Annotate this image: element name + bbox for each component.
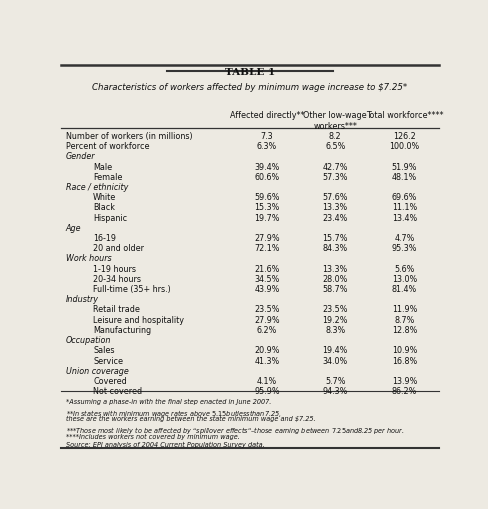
- Text: 94.3%: 94.3%: [323, 386, 348, 395]
- Text: Occupation: Occupation: [65, 335, 111, 345]
- Text: 6.5%: 6.5%: [325, 142, 346, 151]
- Text: TABLE 1: TABLE 1: [225, 68, 275, 77]
- Text: Black: Black: [93, 203, 115, 212]
- Text: 95.9%: 95.9%: [254, 386, 280, 395]
- Text: ***Those most likely to be affected by “spillover effects”–those earning between: ***Those most likely to be affected by “…: [65, 424, 405, 435]
- Text: 57.3%: 57.3%: [323, 173, 348, 181]
- Text: Male: Male: [93, 162, 112, 171]
- Text: 48.1%: 48.1%: [392, 173, 417, 181]
- Text: 126.2: 126.2: [393, 132, 416, 140]
- Text: Other low-wage
workers***: Other low-wage workers***: [304, 111, 367, 131]
- Text: Affected directly**: Affected directly**: [230, 111, 305, 120]
- Text: 16.8%: 16.8%: [392, 356, 417, 365]
- Text: 13.9%: 13.9%: [392, 376, 417, 385]
- Text: Service: Service: [93, 356, 123, 365]
- Text: *Assuming a phase-in with the final step enacted in June 2007.: *Assuming a phase-in with the final step…: [65, 398, 271, 404]
- Text: 84.3%: 84.3%: [323, 244, 348, 252]
- Text: 100.0%: 100.0%: [389, 142, 420, 151]
- Text: Retail trade: Retail trade: [93, 305, 140, 314]
- Text: 60.6%: 60.6%: [255, 173, 280, 181]
- Text: 8.2: 8.2: [329, 132, 342, 140]
- Text: 39.4%: 39.4%: [254, 162, 280, 171]
- Text: Covered: Covered: [93, 376, 127, 385]
- Text: 23.5%: 23.5%: [323, 305, 348, 314]
- Text: Full-time (35+ hrs.): Full-time (35+ hrs.): [93, 285, 171, 294]
- Text: 13.4%: 13.4%: [392, 213, 417, 222]
- Text: Female: Female: [93, 173, 122, 181]
- Text: 21.6%: 21.6%: [254, 264, 280, 273]
- Text: Source: EPI analysis of 2004 Current Population Survey data.: Source: EPI analysis of 2004 Current Pop…: [65, 441, 264, 447]
- Text: 59.6%: 59.6%: [254, 193, 280, 202]
- Text: Leisure and hospitality: Leisure and hospitality: [93, 315, 184, 324]
- Text: 6.3%: 6.3%: [257, 142, 277, 151]
- Text: 19.4%: 19.4%: [323, 346, 348, 355]
- Text: 42.7%: 42.7%: [323, 162, 348, 171]
- Text: 81.4%: 81.4%: [392, 285, 417, 294]
- Text: Not covered: Not covered: [93, 386, 142, 395]
- Text: 23.4%: 23.4%: [323, 213, 348, 222]
- Text: 58.7%: 58.7%: [323, 285, 348, 294]
- Text: 86.2%: 86.2%: [392, 386, 417, 395]
- Text: 20 and older: 20 and older: [93, 244, 144, 252]
- Text: ****Includes workers not covered by minimum wage.: ****Includes workers not covered by mini…: [65, 433, 240, 439]
- Text: 16-19: 16-19: [93, 234, 116, 242]
- Text: 27.9%: 27.9%: [254, 315, 280, 324]
- Text: 19.7%: 19.7%: [254, 213, 280, 222]
- Text: 28.0%: 28.0%: [323, 274, 348, 284]
- Text: **In states with minimum wage rates above $5.15 but less than $7.25,: **In states with minimum wage rates abov…: [65, 407, 281, 418]
- Text: 10.9%: 10.9%: [392, 346, 417, 355]
- Text: 7.3: 7.3: [261, 132, 273, 140]
- Text: Hispanic: Hispanic: [93, 213, 127, 222]
- Text: 51.9%: 51.9%: [392, 162, 417, 171]
- Text: 27.9%: 27.9%: [254, 234, 280, 242]
- Text: Gender: Gender: [65, 152, 95, 161]
- Text: 11.9%: 11.9%: [392, 305, 417, 314]
- Text: Number of workers (in millions): Number of workers (in millions): [65, 132, 192, 140]
- Text: Union coverage: Union coverage: [65, 366, 128, 375]
- Text: 34.0%: 34.0%: [323, 356, 348, 365]
- Text: Manufacturing: Manufacturing: [93, 325, 151, 334]
- Text: 13.3%: 13.3%: [323, 264, 348, 273]
- Text: 34.5%: 34.5%: [254, 274, 280, 284]
- Text: Industry: Industry: [65, 295, 99, 304]
- Text: Total workforce****: Total workforce****: [366, 111, 443, 120]
- Text: 8.3%: 8.3%: [325, 325, 346, 334]
- Text: 6.2%: 6.2%: [257, 325, 277, 334]
- Text: 43.9%: 43.9%: [254, 285, 280, 294]
- Text: 72.1%: 72.1%: [254, 244, 280, 252]
- Text: Race / ethnicity: Race / ethnicity: [65, 183, 128, 191]
- Text: 5.6%: 5.6%: [394, 264, 415, 273]
- Text: 15.3%: 15.3%: [254, 203, 280, 212]
- Text: 95.3%: 95.3%: [392, 244, 417, 252]
- Text: 13.3%: 13.3%: [323, 203, 348, 212]
- Text: 4.1%: 4.1%: [257, 376, 277, 385]
- Text: 41.3%: 41.3%: [255, 356, 280, 365]
- Text: these are the workers earning between the state minimum wage and $7.25.: these are the workers earning between th…: [65, 415, 315, 421]
- Text: Work hours: Work hours: [65, 254, 111, 263]
- Text: 13.0%: 13.0%: [392, 274, 417, 284]
- Text: 5.7%: 5.7%: [325, 376, 346, 385]
- Text: 8.7%: 8.7%: [394, 315, 415, 324]
- Text: 20.9%: 20.9%: [254, 346, 280, 355]
- Text: Percent of workforce: Percent of workforce: [65, 142, 149, 151]
- Text: 23.5%: 23.5%: [254, 305, 280, 314]
- Text: 19.2%: 19.2%: [323, 315, 348, 324]
- Text: 69.6%: 69.6%: [392, 193, 417, 202]
- Text: 15.7%: 15.7%: [323, 234, 348, 242]
- Text: 57.6%: 57.6%: [323, 193, 348, 202]
- Text: Age: Age: [65, 223, 81, 232]
- Text: 20-34 hours: 20-34 hours: [93, 274, 141, 284]
- Text: 12.8%: 12.8%: [392, 325, 417, 334]
- Text: Characteristics of workers affected by minimum wage increase to $7.25*: Characteristics of workers affected by m…: [92, 82, 408, 92]
- Text: 4.7%: 4.7%: [394, 234, 415, 242]
- Text: 11.1%: 11.1%: [392, 203, 417, 212]
- Text: 1-19 hours: 1-19 hours: [93, 264, 136, 273]
- Text: White: White: [93, 193, 117, 202]
- Text: Sales: Sales: [93, 346, 115, 355]
